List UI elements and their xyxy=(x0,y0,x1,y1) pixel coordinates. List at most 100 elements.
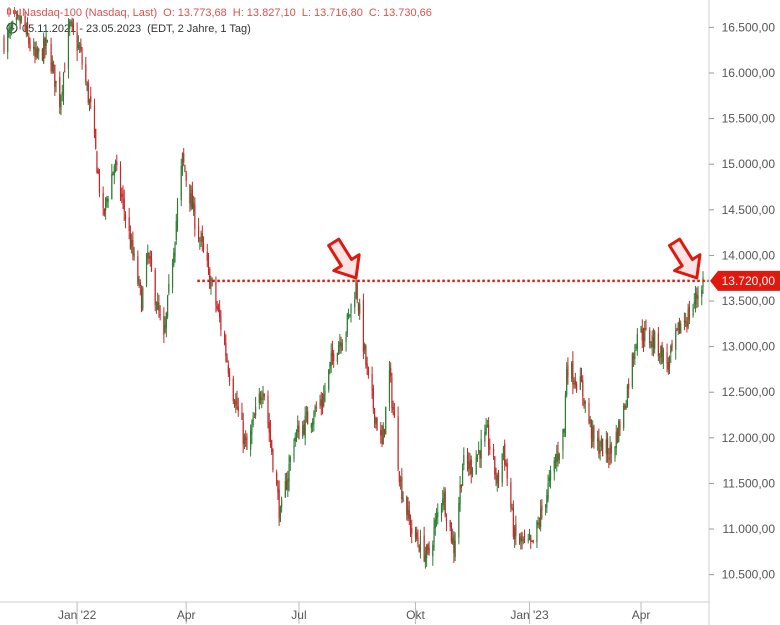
candle-body xyxy=(26,22,29,35)
instrument-header: Nasdaq-100 (Nasdaq, Last) O: 13.773,68 H: … xyxy=(6,6,438,19)
low-value: L: 13.716,80 xyxy=(301,7,363,19)
candle-body xyxy=(541,505,543,512)
candle-body xyxy=(466,454,469,464)
candle-body xyxy=(295,430,298,441)
candle-body xyxy=(365,345,367,365)
candle-body xyxy=(148,255,150,257)
candle-body xyxy=(17,14,19,17)
candle-body xyxy=(392,407,394,411)
candle-body xyxy=(111,173,113,199)
candle-body xyxy=(269,429,272,442)
candle-body xyxy=(558,453,560,461)
candle-body xyxy=(25,25,27,34)
candle-body xyxy=(122,193,124,200)
candle-body xyxy=(649,330,651,344)
candle-body xyxy=(449,520,451,527)
candle-body xyxy=(246,436,248,450)
candle-body xyxy=(129,233,132,249)
candle-body xyxy=(226,357,228,362)
candle-body xyxy=(641,328,643,341)
arrow-shape xyxy=(327,237,361,280)
candle-body xyxy=(566,369,568,396)
candle-body xyxy=(189,184,191,204)
candle-body xyxy=(518,538,521,543)
candle-body xyxy=(340,342,342,348)
candle-body xyxy=(537,522,539,526)
candle-body xyxy=(479,450,481,459)
candle-body xyxy=(523,535,526,538)
candle-body xyxy=(511,507,513,509)
y-tick-label: 15.000,00 xyxy=(722,157,776,171)
candle-body xyxy=(319,403,321,405)
candle-body xyxy=(470,459,472,474)
candle-body xyxy=(175,221,177,240)
candle-body xyxy=(190,193,192,208)
candle-body xyxy=(69,21,71,29)
candle-body xyxy=(276,472,278,485)
candle-body xyxy=(401,476,403,499)
candle-body xyxy=(258,393,260,404)
candle-body xyxy=(285,480,288,490)
candle-body xyxy=(642,337,645,343)
candle-body xyxy=(313,417,315,424)
candle-body xyxy=(521,532,523,541)
candle-body xyxy=(197,226,200,240)
candle-body xyxy=(70,21,72,23)
candle-body xyxy=(333,353,335,361)
candle-body xyxy=(592,426,594,442)
candle-body xyxy=(696,294,698,299)
candle-body xyxy=(168,283,170,293)
candle-body xyxy=(494,456,496,475)
candle-body xyxy=(330,352,332,367)
candle-body xyxy=(85,64,87,82)
candle-body xyxy=(149,256,151,259)
candle-body xyxy=(667,362,669,370)
x-tick-label: Jan '22 xyxy=(58,608,97,622)
candle-body xyxy=(654,331,656,349)
x-tick-label: Apr xyxy=(632,608,651,622)
candle-body xyxy=(133,253,135,257)
candle-body xyxy=(166,295,169,317)
candle-body xyxy=(79,46,81,48)
candle-body xyxy=(683,320,686,322)
candle-body xyxy=(250,430,252,450)
candle-body xyxy=(7,31,9,52)
close-value: C: 13.730,66 xyxy=(368,7,432,19)
candle-body xyxy=(272,449,274,471)
candle-body xyxy=(398,471,400,483)
candle-body xyxy=(107,198,109,202)
candle-body xyxy=(366,363,368,367)
candle-body xyxy=(331,349,334,356)
candle-body xyxy=(279,507,281,522)
candle-body xyxy=(268,421,270,433)
candle-body xyxy=(165,312,167,328)
candle-body xyxy=(485,426,487,435)
candle-body xyxy=(184,165,186,172)
candle-body xyxy=(224,332,226,345)
candle-body xyxy=(217,306,220,310)
candle-body xyxy=(606,438,609,455)
level-price-label: 13.720,00 xyxy=(722,274,776,288)
candle-body xyxy=(399,479,402,482)
candle-body xyxy=(193,202,195,212)
candle-body xyxy=(572,361,574,385)
candle-body xyxy=(443,493,445,503)
candle-body xyxy=(469,459,471,467)
candle-body xyxy=(492,448,495,455)
candle-body xyxy=(644,327,646,341)
y-tick-label: 14.000,00 xyxy=(722,248,776,262)
candle-body xyxy=(252,417,254,425)
candle-body xyxy=(281,499,283,508)
candle-body xyxy=(426,545,428,559)
candle-body xyxy=(303,424,305,435)
candle-body xyxy=(694,292,697,305)
date-range: 05.11.2021 - 23.05.2023 xyxy=(22,23,142,35)
candle-body xyxy=(468,461,470,470)
candle-body xyxy=(538,523,541,525)
candle-body xyxy=(314,406,316,415)
candle-body xyxy=(323,394,325,406)
candle-body xyxy=(437,512,439,518)
candle-body xyxy=(520,536,522,542)
candle-body xyxy=(418,546,420,553)
